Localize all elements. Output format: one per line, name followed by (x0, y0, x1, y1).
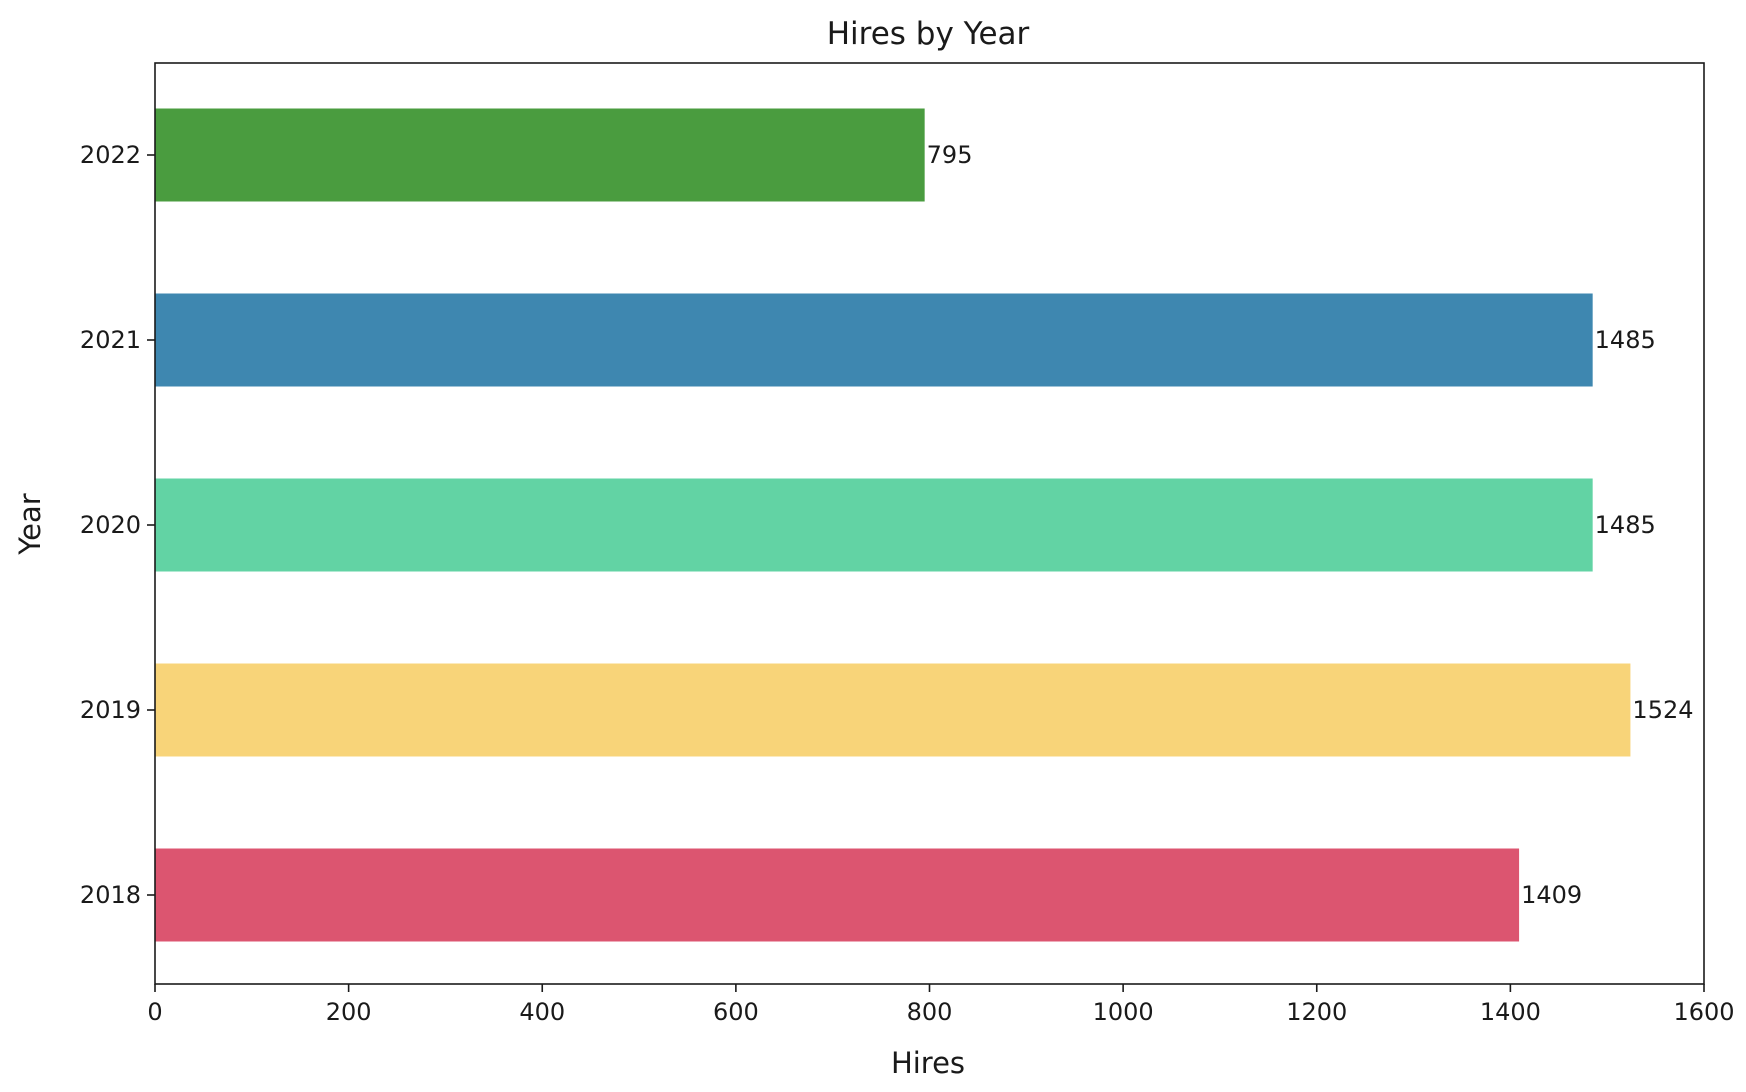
y-axis: 2018 2019 2020 2021 2022 (80, 141, 155, 909)
x-tick-label-400: 400 (519, 998, 565, 1026)
y-axis-label: Year (13, 493, 47, 555)
x-axis-label: Hires (891, 1046, 965, 1080)
data-labels-group: 1409 1524 1485 1485 795 (927, 141, 1694, 909)
x-tick-label-200: 200 (326, 998, 372, 1026)
x-tick-label-0: 0 (147, 998, 162, 1026)
data-label-2018: 1409 (1521, 881, 1582, 909)
x-tick-label-1600: 1600 (1673, 998, 1734, 1026)
data-label-2019: 1524 (1632, 696, 1693, 724)
data-label-2021: 1485 (1595, 326, 1656, 354)
bar-2018 (155, 848, 1520, 942)
x-tick-label-800: 800 (907, 998, 953, 1026)
y-tick-label-2018: 2018 (80, 881, 141, 909)
data-label-2022: 795 (927, 141, 973, 169)
y-tick-label-2020: 2020 (80, 511, 141, 539)
x-tick-label-600: 600 (713, 998, 759, 1026)
bars-group (155, 108, 1631, 942)
x-tick-label-1000: 1000 (1093, 998, 1154, 1026)
x-tick-label-1400: 1400 (1480, 998, 1541, 1026)
y-tick-label-2019: 2019 (80, 696, 141, 724)
y-tick-label-2022: 2022 (80, 141, 141, 169)
y-tick-label-2021: 2021 (80, 326, 141, 354)
x-axis: 0 200 400 600 800 1000 1200 1400 1600 (147, 984, 1735, 1026)
data-label-2020: 1485 (1595, 511, 1656, 539)
bar-2019 (155, 663, 1631, 757)
bar-2020 (155, 478, 1593, 572)
x-tick-label-1200: 1200 (1286, 998, 1347, 1026)
bar-2022 (155, 108, 925, 202)
chart-title: Hires by Year (827, 16, 1030, 52)
bar-2021 (155, 293, 1593, 387)
